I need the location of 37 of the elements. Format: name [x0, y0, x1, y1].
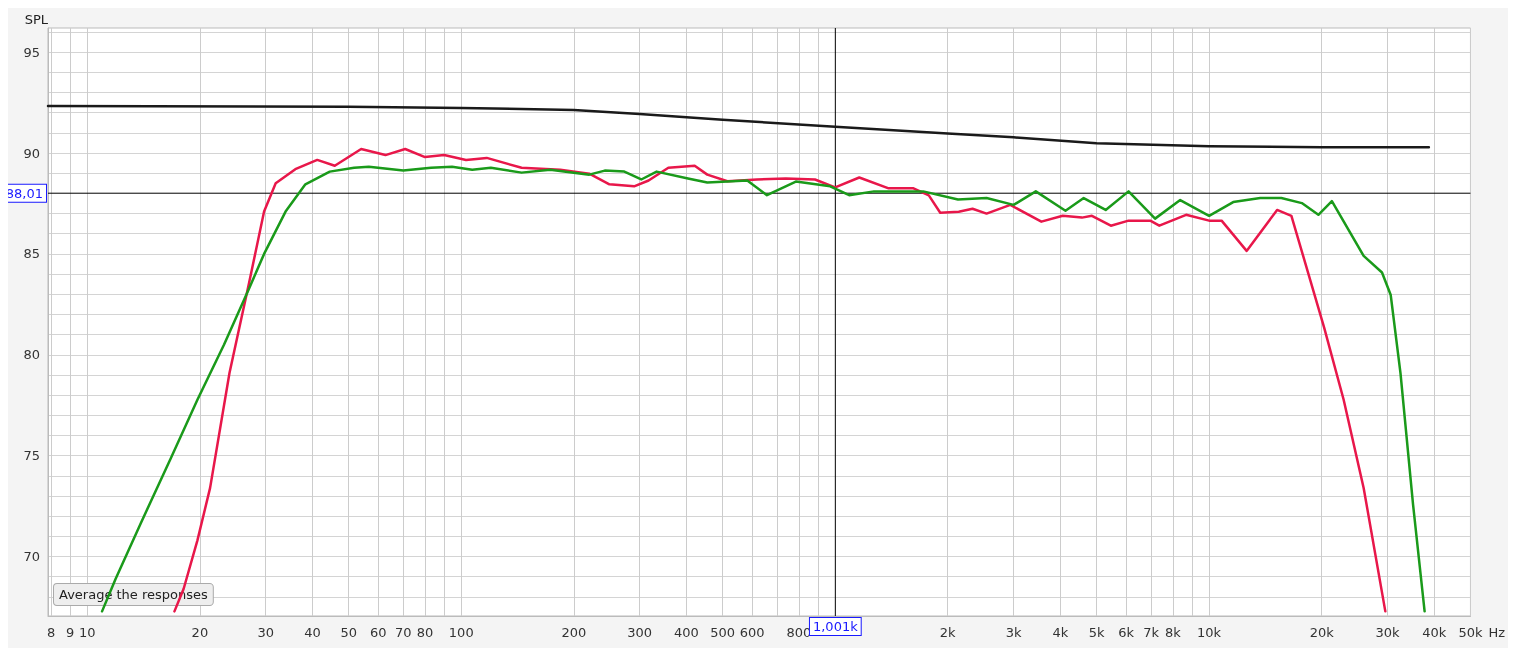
y-tick-label: 95: [23, 44, 40, 60]
x-tick-label: 9: [66, 625, 75, 640]
y-tick-label: 90: [23, 145, 40, 161]
x-tick-label: 50k: [1458, 625, 1483, 640]
x-tick-label: 300: [627, 625, 653, 640]
x-tick-label: 10: [79, 625, 96, 640]
x-tick-label: 40: [304, 625, 321, 640]
y-tick-label: 70: [23, 548, 40, 564]
x-tick-label: 5k: [1088, 625, 1105, 640]
y-axis-title: SPL: [24, 12, 49, 27]
x-tick-label: 30: [257, 625, 274, 640]
x-tick-label: 4k: [1052, 625, 1069, 640]
x-tick-label: 8k: [1164, 625, 1182, 640]
x-tick-label: 10k: [1197, 625, 1222, 640]
ref-line-label: 1,001k: [812, 619, 859, 634]
x-tick-label: 500: [710, 625, 736, 640]
x-tick-label: 50: [340, 625, 357, 640]
x-tick-label: 6k: [1118, 625, 1135, 640]
y-tick-label: 75: [23, 448, 40, 464]
x-tick-label: 20k: [1309, 625, 1335, 640]
x-tick-label: 3k: [1005, 625, 1022, 640]
x-tick-label: 70: [395, 625, 412, 640]
x-axis-title: Hz: [1488, 625, 1506, 640]
x-tick-label: 8: [46, 625, 56, 640]
x-tick-label: 40k: [1422, 625, 1447, 640]
x-tick-label: 600: [739, 625, 765, 640]
x-tick-label: 20: [191, 625, 209, 640]
x-tick-label: 200: [561, 625, 587, 640]
y-tick-label: 80: [23, 347, 40, 363]
x-tick-label: 2k: [939, 625, 957, 640]
x-tick-label: 7k: [1143, 625, 1160, 640]
x-tick-label: 30k: [1375, 625, 1401, 640]
x-tick-label: 400: [673, 625, 699, 640]
x-tick-label: 100: [448, 625, 474, 640]
x-tick-label: 80: [416, 625, 434, 640]
y-tick-label: 85: [23, 246, 40, 262]
x-tick-label: 60: [370, 625, 387, 640]
